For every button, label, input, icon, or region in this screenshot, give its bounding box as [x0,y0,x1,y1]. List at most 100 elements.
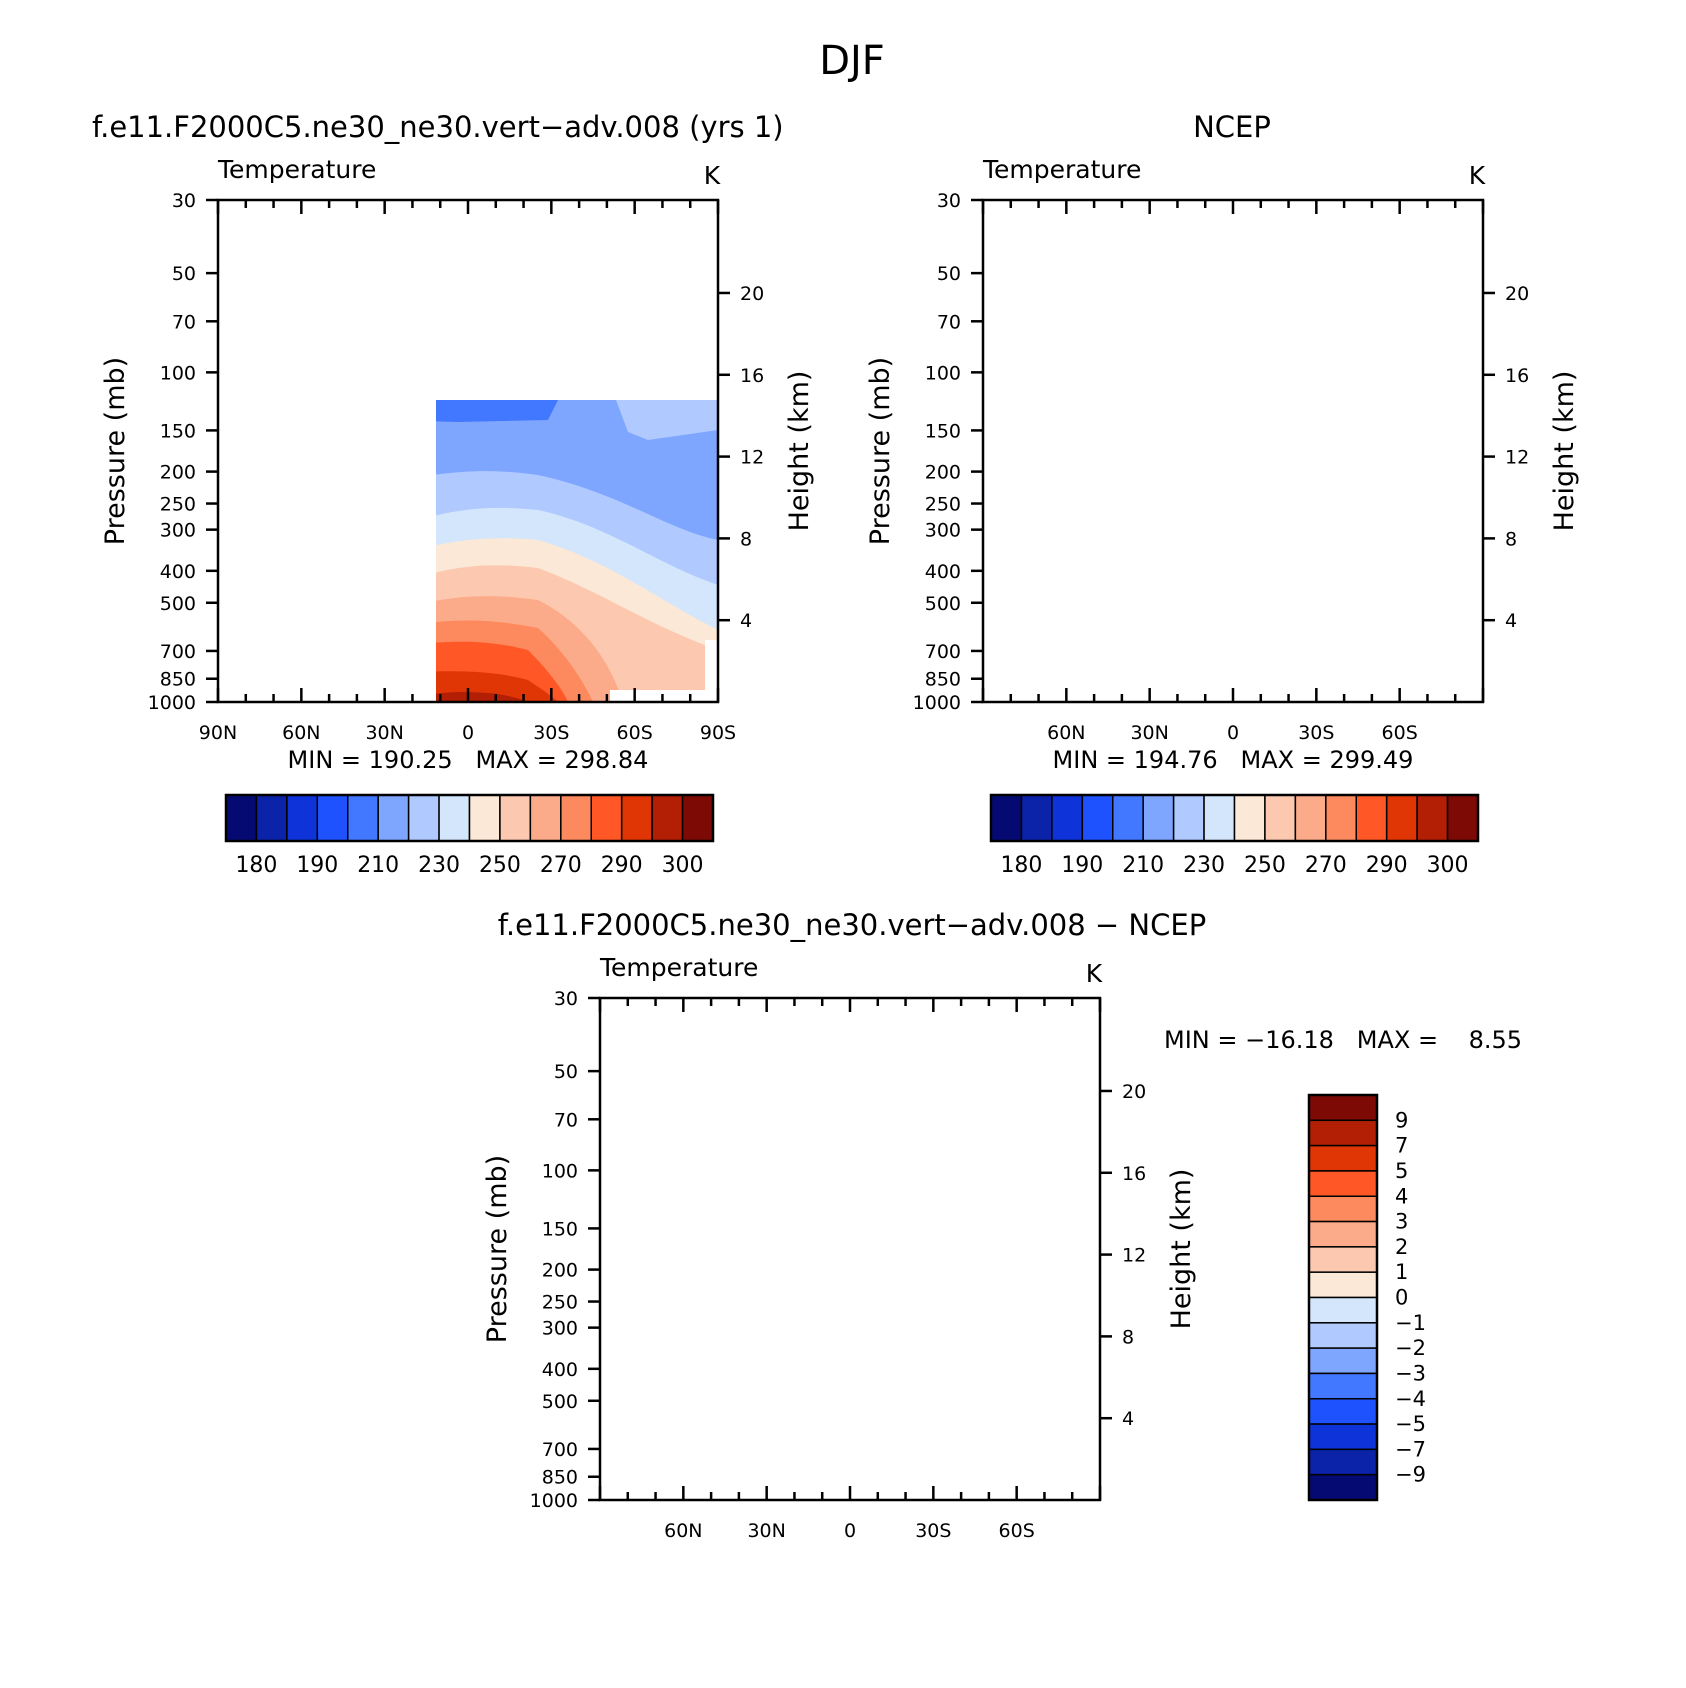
colorbar-frame [224,793,715,843]
panel-ncep: NCEP Temperature K 305070100150200250300… [865,110,1580,774]
colorbar-box [1142,794,1175,842]
colorbar-box [1020,794,1053,842]
colorbar-box [1325,794,1357,842]
x-tick-label: 0 [844,1520,856,1542]
y-tick-label: 70 [937,311,961,333]
y-tick-label: 300 [160,520,196,542]
colorbar-box [529,794,562,842]
panel-model-variable: Temperature [217,155,376,184]
colorbar-model: 180 190 210 230 250 270 290 300 [224,793,715,878]
y-tick-label: 200 [542,1260,578,1282]
colorbar-box [1308,1473,1378,1501]
y2-tick-label: 20 [740,283,764,305]
colorbar-ncep: 180 190 210 230 250 270 290 300 [989,793,1480,878]
y-tick-label: 30 [554,988,578,1010]
x-tick-label: 60S [999,1520,1035,1542]
colorbar-box [1112,794,1144,842]
x-tick-label: 0 [1227,722,1239,744]
colorbar-label: 4 [1395,1184,1408,1208]
colorbar-label: −5 [1395,1412,1426,1436]
colorbar-label: 270 [1305,853,1347,878]
panel-difference-contours [600,998,1100,1500]
y-tick-label: 50 [172,263,196,285]
colorbar-box [1308,1195,1378,1223]
x-tick-label: 30N [1130,722,1168,744]
colorbar-box [620,794,653,842]
panel-difference-units: K [1086,959,1103,988]
colorbar-box [1172,794,1205,842]
y-tick-label: 400 [925,561,961,583]
y-tick-label: 70 [172,311,196,333]
y-tick-label: 500 [925,593,961,615]
colorbar-label: −9 [1395,1463,1426,1487]
panel-difference: f.e11.F2000C5.ne30_ne30.vert−adv.008 − N… [482,908,1522,1542]
panel-difference-xaxis: 60N 30N 0 30S 60S [598,998,1102,1542]
x-tick-label: 30S [1298,722,1334,744]
colorbar-box [286,794,319,842]
panel-model-xaxis: 90N 60N 30N 0 30S 60S 90S [199,200,736,744]
x-tick-label: 0 [462,722,474,744]
colorbar-label: 250 [479,853,521,878]
colorbar-box [316,794,349,842]
y2-tick-label: 8 [1505,528,1517,550]
colorbar-box [499,794,532,842]
colorbar-box [1308,1144,1378,1172]
colorbar-label: 190 [296,853,338,878]
y-tick-label: 850 [160,669,196,691]
x-tick-label: 30N [365,722,403,744]
y-tick-label: 500 [160,593,196,615]
panel-ncep-y2label: Height (km) [1549,371,1580,532]
y2-tick-label: 16 [1505,365,1529,387]
panel-difference-frame [598,996,1102,1502]
x-tick-label: 30S [533,722,569,744]
colorbar-box [1308,1170,1378,1197]
y-tick-label: 250 [160,494,196,516]
x-tick-label: 30N [747,1520,785,1542]
colorbar-label: 210 [357,853,399,878]
y2-tick-label: 4 [1505,610,1517,632]
colorbar-box [225,794,258,842]
colorbar-label: 1 [1395,1260,1408,1284]
panel-model-y2label: Height (km) [784,371,815,532]
colorbar-box [347,794,379,842]
y-tick-label: 400 [160,561,196,583]
colorbar-box [1385,794,1418,842]
colorbar-box [1416,794,1449,842]
x-tick-label: 60N [1047,722,1085,744]
colorbar-label: −7 [1395,1437,1426,1461]
colorbar-box [1308,1246,1378,1273]
panel-ncep-contours [983,200,1483,702]
panel-model: f.e11.F2000C5.ne30_ne30.vert−adv.008 (yr… [92,110,815,774]
colorbar-label: 0 [1395,1286,1408,1310]
panel-ncep-xaxis: 60N 30N 0 30S 60S [981,200,1485,744]
x-tick-label: 60N [282,722,320,744]
colorbar-box [681,794,714,842]
x-tick-label: 60N [664,1520,702,1542]
colorbar-box [1308,1094,1378,1122]
colorbar-box [1308,1322,1378,1349]
panel-model-y2axis: 4 8 12 16 20 [718,283,764,632]
colorbar-label: 270 [540,853,582,878]
colorbar-label: 210 [1122,853,1164,878]
y-tick-label: 300 [542,1318,578,1340]
panel-ncep-ylabel: Pressure (mb) [865,357,896,545]
y-tick-label: 700 [925,641,961,663]
colorbar-box [377,794,410,842]
colorbar-label: 180 [1000,853,1042,878]
colorbar-box [407,794,440,842]
y2-tick-label: 20 [1122,1081,1146,1103]
colorbar-label: −3 [1395,1361,1426,1385]
panel-difference-minmax: MIN = −16.18 MAX = 8.55 [1164,1026,1522,1054]
y-tick-label: 100 [925,362,961,384]
colorbar-label: 300 [662,853,704,878]
x-tick-label: 60S [1382,722,1418,744]
y2-tick-label: 16 [740,365,764,387]
colorbar-frame [989,793,1480,843]
colorbar-label: −1 [1395,1311,1426,1335]
y-tick-label: 30 [172,190,196,212]
y-tick-label: 850 [542,1467,578,1489]
panel-difference-y2label: Height (km) [1166,1169,1197,1330]
